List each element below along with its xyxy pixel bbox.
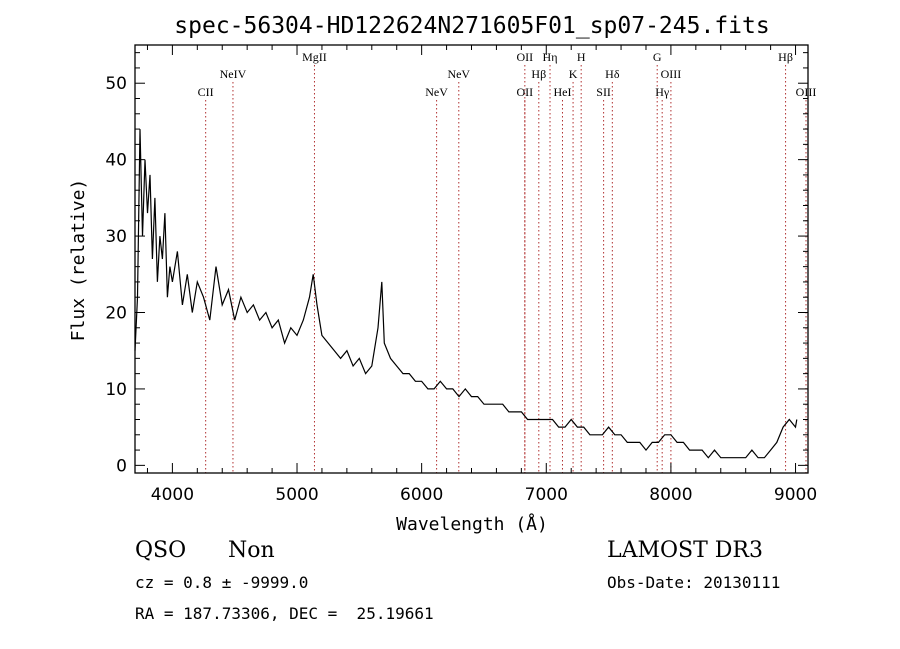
spectral-line-label: HeI <box>553 85 571 99</box>
y-axis: 0 10 20 30 40 50 <box>105 52 808 476</box>
x-tick-label: 6000 <box>400 485 443 505</box>
spectral-line-label: NeV <box>425 85 448 99</box>
x-tick-label: 9000 <box>774 485 817 505</box>
spectral-line-label: Hη <box>543 50 558 64</box>
spectral-line-label: Hδ <box>605 67 620 81</box>
x-tick-label: 7000 <box>525 485 568 505</box>
coordinates-text: RA = 187.73306, DEC = 25.19661 <box>135 604 434 623</box>
spectral-line-label: OII <box>517 50 534 64</box>
chart-title: spec-56304-HD122624N271605F01_sp07-245.f… <box>174 13 769 39</box>
survey-label: LAMOST DR3 <box>607 538 763 563</box>
spectral-line-label: CII <box>198 85 214 99</box>
spectral-line-label: Hβ <box>778 50 793 64</box>
y-tick-label: 0 <box>116 456 127 476</box>
x-tick-label: 8000 <box>649 485 692 505</box>
x-tick-label: 5000 <box>275 485 318 505</box>
spectral-line-label: OII <box>517 85 534 99</box>
spectral-line-label: Hβ <box>531 67 546 81</box>
obs-date-text: Obs-Date: 20130111 <box>607 573 781 592</box>
y-tick-label: 40 <box>105 151 127 171</box>
x-tick-label: 4000 <box>151 485 194 505</box>
y-axis-label: Flux (relative) <box>68 179 89 342</box>
spectral-line-label: NeV <box>447 67 470 81</box>
object-subclass: Non <box>228 538 275 563</box>
spectral-line-label: OIII <box>796 85 817 99</box>
x-axis-label: Wavelength (Å) <box>396 513 548 535</box>
spectral-line-label: K <box>569 67 578 81</box>
spectral-line-label: Hγ <box>655 85 670 99</box>
y-tick-label: 20 <box>105 304 127 324</box>
x-axis: 4000 5000 6000 7000 8000 9000 <box>146 45 817 505</box>
spectral-line-label: SII <box>596 85 611 99</box>
y-tick-label: 50 <box>105 74 127 94</box>
spectral-line-label: OIII <box>661 67 682 81</box>
y-tick-label: 30 <box>105 227 127 247</box>
spectral-line-label: H <box>577 50 586 64</box>
spectral-line-label: G <box>653 50 662 64</box>
y-tick-label: 10 <box>105 380 127 400</box>
spectrum-series-line <box>134 129 798 459</box>
spectral-lines: CII NeIV MgII NeV NeV OII OII Hη Hβ HeI KH Hδ SII G Hγ… <box>198 50 817 473</box>
redshift-text: cz = 0.8 ± -9999.0 <box>135 573 309 592</box>
spectral-line-label: NeIV <box>220 67 247 81</box>
spectral-line-label: MgII <box>302 50 327 64</box>
plot-frame <box>134 44 809 474</box>
object-class: QSO <box>135 538 187 563</box>
